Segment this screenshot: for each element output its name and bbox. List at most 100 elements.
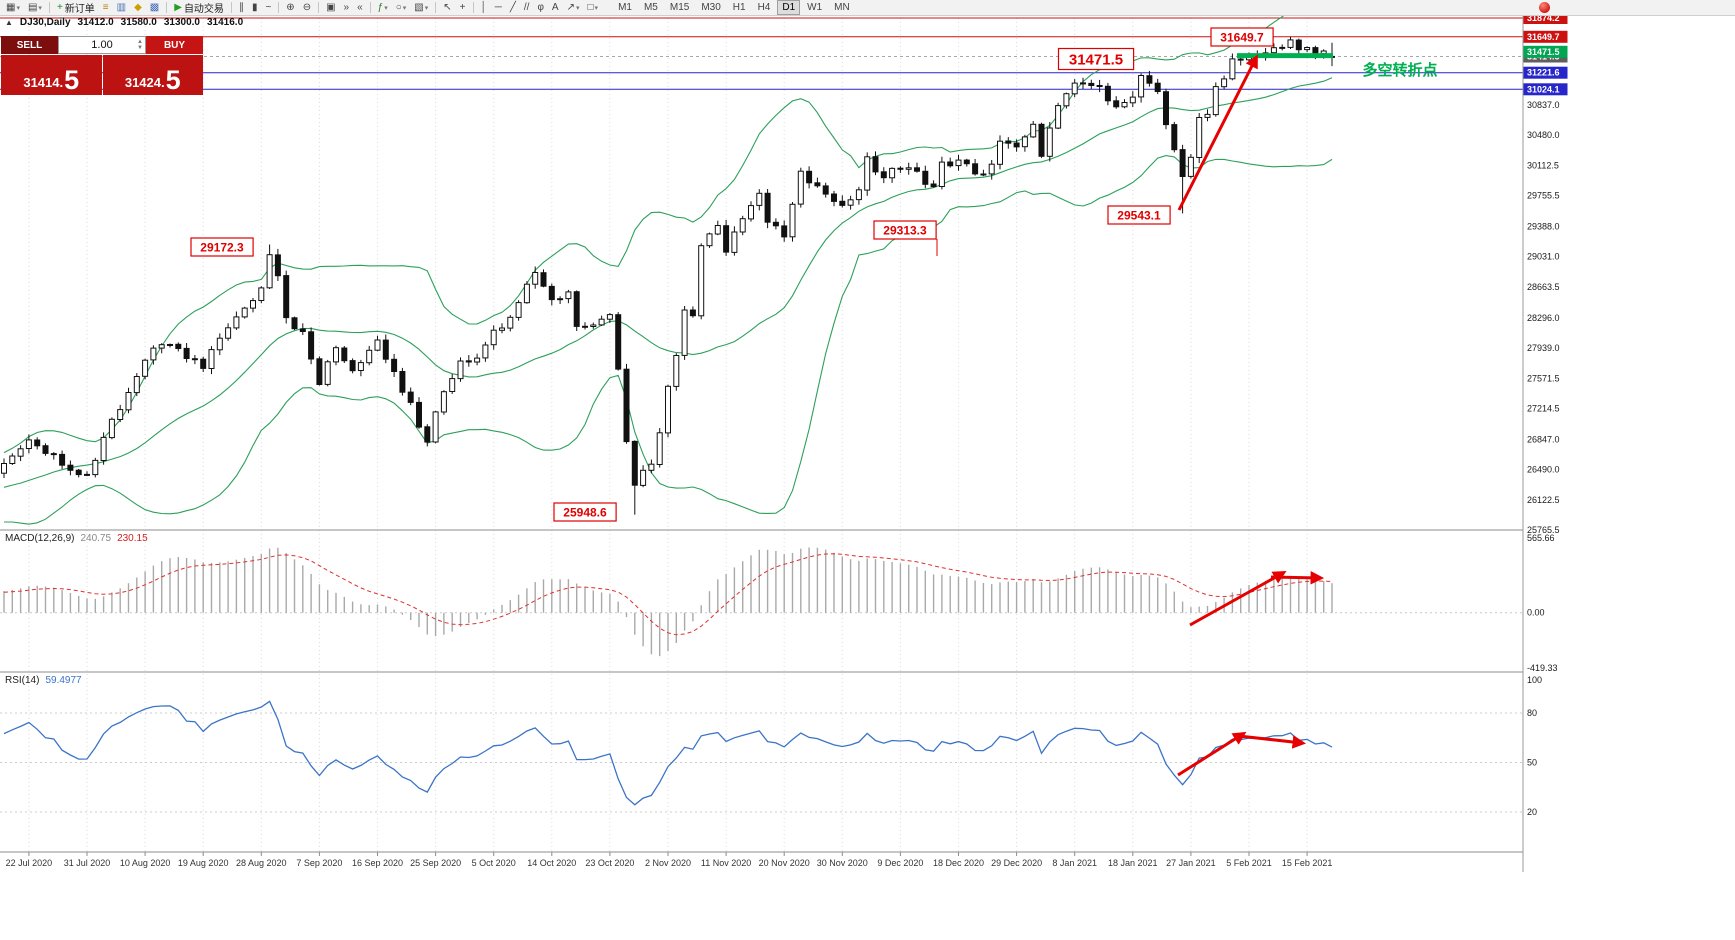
spinner-up-icon[interactable]: ▲: [137, 39, 143, 45]
zoom-in-button[interactable]: ⊕: [282, 0, 298, 16]
svg-text:19 Aug 2020: 19 Aug 2020: [178, 858, 229, 868]
svg-text:27571.5: 27571.5: [1527, 374, 1560, 384]
svg-text:29031.0: 29031.0: [1527, 251, 1560, 261]
timeframe-mn[interactable]: MN: [834, 2, 850, 13]
trend-arrow-main-0[interactable]: [1177, 54, 1258, 211]
trendline-icon: ╱: [509, 1, 516, 13]
svg-text:11 Nov 2020: 11 Nov 2020: [701, 858, 751, 868]
channel-icon: //: [523, 1, 530, 13]
timeframe-w1[interactable]: W1: [807, 2, 823, 13]
svg-text:28663.5: 28663.5: [1527, 282, 1560, 292]
crosshair-icon: +: [459, 1, 466, 13]
buy-price-display[interactable]: 31424. 5: [102, 55, 203, 95]
volume-input[interactable]: 1.00 ▲ ▼: [58, 36, 146, 54]
new-order-button[interactable]: + 新订单: [53, 0, 99, 16]
macd-signal-line: [3, 553, 1333, 636]
timeframe-m15[interactable]: M15: [669, 2, 690, 13]
rsi-value: 59.4977: [45, 675, 82, 686]
trend-arrow-rsi-3[interactable]: [1177, 731, 1247, 777]
trend-arrow-macd-2[interactable]: [1270, 571, 1325, 585]
data-window-button[interactable]: ▥: [113, 0, 130, 16]
svg-text:31471.5: 31471.5: [1069, 51, 1123, 68]
timeframe-m5[interactable]: M5: [643, 2, 658, 13]
level-lines: [0, 17, 1523, 90]
timeframe-h1[interactable]: H1: [732, 2, 746, 13]
new-chart-button[interactable]: ▦ ▾: [2, 0, 24, 16]
profiles-button[interactable]: ▤ ▾: [24, 0, 46, 16]
svg-text:100: 100: [1527, 675, 1542, 685]
svg-text:23 Oct 2020: 23 Oct 2020: [585, 858, 634, 868]
trendline-button[interactable]: ╱: [506, 0, 520, 16]
svg-text:18 Dec 2020: 18 Dec 2020: [933, 858, 984, 868]
line-chart-button[interactable]: ~: [261, 0, 275, 16]
annotation-turning-point[interactable]: 多空转折点: [1362, 61, 1437, 79]
vertical-line-button[interactable]: │: [477, 0, 491, 16]
templates-button[interactable]: ▧ ▾: [410, 0, 432, 16]
svg-text:31471.5: 31471.5: [1527, 47, 1560, 57]
zoom-in-icon: ⊕: [286, 1, 295, 13]
shapes-button[interactable]: □ ▾: [584, 0, 603, 16]
toolbar-separator: [318, 2, 320, 13]
market-watch-button[interactable]: ≡: [99, 0, 113, 16]
timeframe-m30[interactable]: M30: [701, 2, 721, 13]
auto-scroll-button[interactable]: »: [340, 0, 354, 16]
annotation-high-aug[interactable]: 29172.3: [190, 237, 254, 257]
annotation-high-feb[interactable]: 31649.7: [1210, 27, 1274, 47]
chart-shift-button[interactable]: «: [353, 0, 367, 16]
collapse-one-click-icon[interactable]: ▲: [5, 18, 13, 27]
bar-chart-button[interactable]: ∥: [235, 0, 248, 16]
terminal-icon: ▩: [149, 1, 160, 13]
svg-text:50: 50: [1527, 758, 1537, 768]
periods-button[interactable]: ○ ▾: [392, 0, 411, 16]
sell-button[interactable]: SELL: [1, 36, 58, 54]
timeframe-d1[interactable]: D1: [777, 0, 801, 15]
arrow-object-button[interactable]: ↗ ▾: [563, 0, 584, 16]
trend-arrow-macd-1[interactable]: [1189, 571, 1287, 627]
caret-down-icon: ▾: [402, 4, 407, 12]
buy-button[interactable]: BUY: [146, 36, 203, 54]
rsi-indicator: [0, 700, 1523, 813]
annotation-low-oct[interactable]: 25948.6: [553, 502, 617, 522]
navigator-button[interactable]: ◆: [130, 0, 146, 16]
svg-text:25 Sep 2020: 25 Sep 2020: [410, 858, 461, 868]
zoom-out-button[interactable]: ⊖: [299, 0, 315, 16]
svg-text:14 Oct 2020: 14 Oct 2020: [527, 858, 576, 868]
candlestick-chart-button[interactable]: ▮: [248, 0, 262, 16]
volume-spinner[interactable]: ▲ ▼: [137, 39, 143, 51]
toolbar-buttons: ▦ ▾ ▤ ▾ + 新订单 ≡ ▥ ◆ ▩ ▶ 自动交易 ∥ ▮ ~ ⊕ ⊖ ▣» « ƒ ▾ ○ ▾ ▧ ▾ ↖ + │ ─ ╱ //φ A…: [2, 0, 602, 16]
indicators-button[interactable]: ƒ ▾: [374, 0, 392, 16]
svg-text:26122.5: 26122.5: [1527, 495, 1560, 505]
spinner-down-icon[interactable]: ▼: [137, 45, 143, 51]
annotation-low-jan[interactable]: 29543.1: [1107, 205, 1171, 225]
crosshair-button[interactable]: +: [456, 0, 470, 16]
cursor-button[interactable]: ↖: [439, 0, 455, 16]
svg-text:80: 80: [1527, 708, 1537, 718]
timeframe-h4[interactable]: H4: [757, 2, 771, 13]
autotrading-button[interactable]: ▶ 自动交易: [170, 0, 228, 16]
volume-value: 1.00: [91, 39, 113, 51]
terminal-button[interactable]: ▩: [146, 0, 163, 16]
caret-down-icon: ▾: [594, 4, 599, 12]
timeframe-m1[interactable]: M1: [618, 2, 632, 13]
alert-icon[interactable]: [1539, 2, 1550, 13]
svg-text:9 Dec 2020: 9 Dec 2020: [877, 858, 923, 868]
svg-text:多空转折点: 多空转折点: [1362, 61, 1437, 79]
horizontal-line-button[interactable]: ─: [491, 0, 506, 16]
channel-button[interactable]: //: [520, 0, 534, 16]
svg-text:30480.0: 30480.0: [1527, 130, 1560, 140]
arrow-object-icon: ↗: [566, 1, 575, 13]
svg-text:20 Nov 2020: 20 Nov 2020: [759, 858, 810, 868]
fibonacci-button[interactable]: φ: [533, 0, 547, 16]
annotation-level-dec[interactable]: 29313.3: [873, 220, 938, 256]
ohlc-open: 31412.0: [77, 17, 114, 28]
annotation-level-feb[interactable]: 31471.5: [1057, 47, 1135, 71]
macd-label: MACD(12,26,9) 240.75 230.15: [5, 533, 148, 544]
trend-arrow-rsi-4[interactable]: [1238, 734, 1307, 749]
text-button[interactable]: A: [548, 0, 563, 16]
tile-windows-button[interactable]: ▣: [322, 0, 339, 16]
svg-text:18 Jan 2021: 18 Jan 2021: [1108, 858, 1158, 868]
svg-text:16 Sep 2020: 16 Sep 2020: [352, 858, 403, 868]
new-order-button-label: 新订单: [64, 4, 95, 15]
sell-price-display[interactable]: 31414. 5: [1, 55, 102, 95]
candlestick-chart-icon: ▮: [251, 1, 258, 13]
